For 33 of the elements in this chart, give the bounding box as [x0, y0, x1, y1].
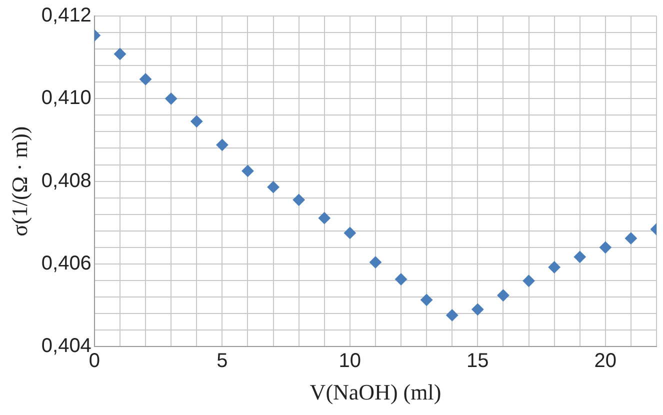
y-tick-label: 0,412: [41, 4, 92, 27]
point: [395, 273, 408, 286]
x-tick-label: 0: [88, 350, 100, 372]
point: [522, 274, 535, 287]
y-axis-title: σ(1/(Ω · m)): [6, 126, 32, 236]
point: [446, 309, 458, 322]
point: [344, 226, 356, 239]
point: [472, 303, 484, 316]
x-tick-label: 5: [216, 350, 228, 372]
x-tick-label: 15: [466, 350, 489, 372]
x-axis-title: V(NaOH) (ml): [310, 380, 442, 405]
point: [497, 289, 510, 302]
y-tick-label: 0,408: [41, 170, 92, 192]
point: [624, 232, 637, 244]
point: [574, 250, 586, 263]
point: [165, 92, 178, 105]
point: [114, 48, 126, 60]
point: [420, 294, 433, 306]
point: [140, 73, 152, 86]
y-tick-label: 0,406: [41, 252, 92, 274]
point: [318, 212, 330, 224]
point: [216, 138, 228, 151]
point: [242, 164, 254, 177]
x-tick-label: 10: [338, 350, 362, 372]
point: [548, 261, 560, 274]
y-tick-label: 0,404: [41, 335, 92, 358]
x-tick-label: 20: [594, 350, 617, 372]
point: [369, 256, 382, 268]
point: [599, 241, 612, 254]
point: [292, 194, 305, 206]
point: [190, 115, 203, 128]
y-tick-label: 0,410: [41, 87, 92, 110]
point: [267, 181, 280, 194]
